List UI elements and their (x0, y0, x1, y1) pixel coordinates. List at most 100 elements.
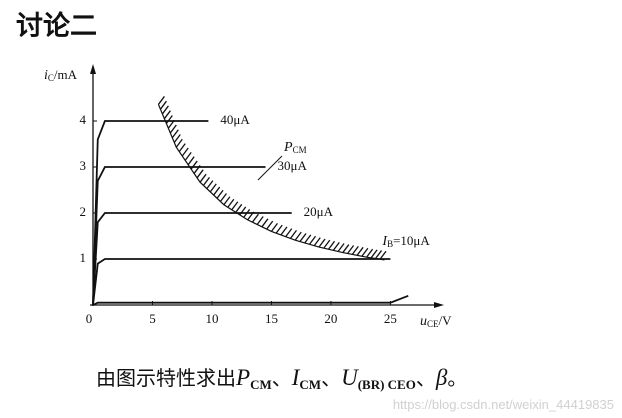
hatch (356, 246, 364, 256)
hatch (223, 196, 231, 206)
label: IB=10μA (381, 233, 430, 249)
label-main: I (381, 234, 388, 249)
hatch (323, 239, 331, 249)
x-tick-label: 15 (265, 311, 278, 326)
y-tick-label: 1 (80, 250, 87, 265)
hatch (159, 100, 167, 110)
hatch (261, 218, 269, 228)
y-tick-label: 3 (80, 158, 87, 173)
label-sub: C (48, 73, 54, 83)
hatch (193, 165, 201, 174)
label-unit: /V (439, 313, 453, 328)
hatch (181, 147, 189, 157)
x-tick-label: 5 (149, 311, 156, 326)
y-tick-label: 2 (80, 204, 87, 219)
hatch (308, 235, 317, 245)
hatch (379, 250, 387, 260)
pcm-curve (157, 104, 385, 261)
hatch (187, 156, 195, 166)
x-arrow (434, 302, 444, 308)
series-label: 20μA (304, 204, 334, 219)
caption-part: 、 (415, 368, 436, 390)
hatch (251, 213, 259, 223)
hatch (351, 246, 359, 255)
label-sub: CM (293, 145, 307, 155)
caption-part: β (435, 365, 448, 390)
hatch (337, 243, 345, 252)
label-unit: /mA (54, 67, 78, 82)
caption-part: 。 (447, 368, 468, 390)
hatch (175, 138, 183, 148)
hatch (196, 169, 204, 179)
hatch (173, 134, 181, 143)
label-main: u (420, 314, 427, 329)
series-label: 40μA (220, 112, 250, 127)
caption: 由图示特性求出PCM、ICM、U(BR) CEO、β。 (96, 362, 467, 393)
hatch (235, 203, 243, 213)
label: uCE/V (420, 313, 452, 329)
hatch (275, 224, 283, 234)
caption-part: 、 (271, 368, 292, 390)
hatch (199, 173, 207, 183)
y-arrow (90, 64, 96, 74)
series-line (92, 166, 266, 306)
caption-part: P (236, 365, 251, 390)
hatch (213, 186, 221, 196)
hatch (318, 238, 326, 248)
heading: 讨论二 (16, 11, 97, 42)
hatch (231, 201, 239, 211)
series-line (92, 212, 292, 306)
hatch (375, 250, 383, 259)
caption-part: 由图示特性求出 (96, 368, 236, 390)
hatch (184, 151, 192, 161)
label-main: P (283, 140, 293, 155)
hatch (294, 231, 302, 241)
hatch (289, 230, 298, 239)
hatch (171, 129, 179, 139)
hatch (342, 244, 350, 253)
hatch (157, 96, 165, 105)
hatch (239, 206, 247, 216)
hatch (270, 223, 278, 232)
caption-part: CM (250, 377, 272, 392)
hatch (266, 220, 274, 230)
hatch (165, 115, 173, 124)
series-label: 30μA (278, 158, 308, 173)
x-tick-label: 0 (86, 311, 93, 326)
hatch (280, 226, 288, 236)
label: iC/mA (44, 67, 78, 83)
hatch (328, 240, 336, 250)
x-tick-label: 10 (205, 311, 218, 326)
label-main: i (44, 68, 48, 83)
hatch (247, 211, 255, 221)
hatch (299, 233, 307, 242)
hatch (313, 237, 321, 247)
hatch (256, 216, 264, 225)
watermark: https://blog.csdn.net/weixin_44419835 (392, 397, 614, 412)
hatch (167, 119, 175, 129)
hatch (243, 208, 251, 218)
hatch (163, 110, 171, 120)
label-sub: B (387, 239, 393, 249)
hatch (347, 245, 355, 254)
hatch (304, 234, 312, 244)
hatch (332, 241, 340, 251)
caption-part: I (291, 365, 300, 390)
hatch (202, 177, 210, 186)
hatch (161, 105, 169, 115)
caption-part: 、 (321, 368, 342, 390)
hatch (169, 124, 177, 134)
hatch (178, 143, 186, 152)
hatch (216, 189, 224, 199)
y-tick-label: 4 (80, 112, 87, 127)
hatch (366, 248, 374, 258)
hatch (219, 193, 227, 202)
pcm-leader (257, 155, 283, 181)
hatch (209, 183, 217, 193)
hatch (370, 249, 378, 259)
caption-part: U (341, 365, 358, 390)
hatch (227, 198, 235, 208)
label: PCM (283, 140, 307, 155)
label-rest: =10μA (393, 233, 430, 248)
